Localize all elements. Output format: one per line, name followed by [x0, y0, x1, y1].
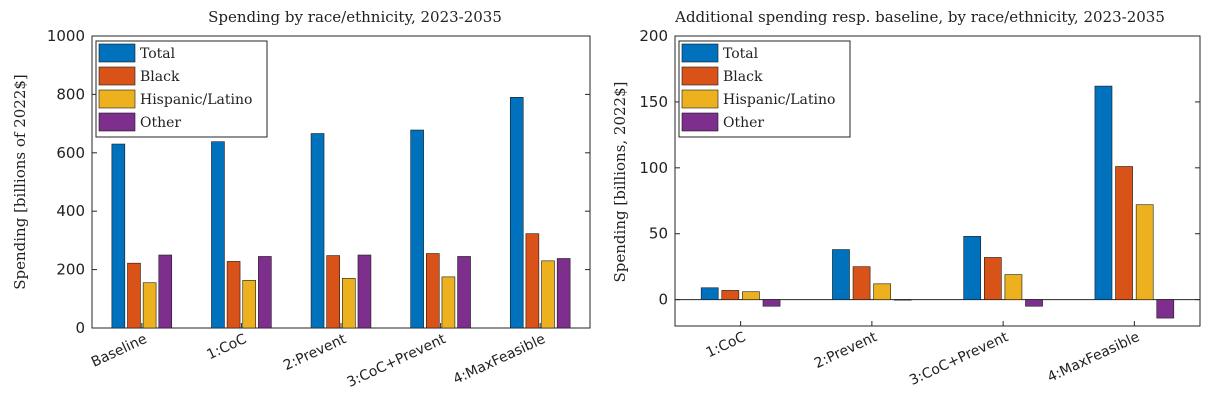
left-ytick-label: 400: [56, 202, 85, 220]
right-bar-total-1: [832, 249, 850, 300]
right-bar-other-2: [1025, 299, 1043, 307]
right-xtick-label: 2:Prevent: [812, 329, 880, 372]
left-xtick-label: 1:CoC: [204, 331, 249, 363]
left-bar-hispanic-latino-4: [541, 260, 555, 329]
right-bar-black-2: [983, 257, 1002, 300]
right-legend-swatch: [681, 66, 719, 86]
left-bar-total-3: [410, 129, 424, 329]
left-ytick-label: 600: [56, 144, 85, 162]
left-bar-total-2: [310, 133, 325, 329]
left-legend-label: Other: [140, 115, 181, 131]
left-ytick-label: 1000: [47, 27, 85, 45]
right-bar-black-0: [721, 290, 740, 300]
right-ytick-label: 200: [639, 27, 668, 45]
left-legend-swatch: [98, 112, 136, 132]
right-bar-total-3: [1094, 85, 1113, 300]
right-bar-hispanic-latino-0: [742, 291, 760, 300]
left-xtick-label: 3:CoC+Prevent: [345, 331, 449, 391]
left-bar-hispanic-latino-2: [342, 278, 356, 329]
right-legend-label: Black: [723, 69, 763, 85]
chart-right-legend: Total Black Hispanic/Latino Other: [678, 40, 851, 138]
left-xtick-label: 2:Prevent: [281, 331, 349, 374]
right-xtick-label: 3:CoC+Prevent: [907, 329, 1011, 389]
right-axes-box: [674, 35, 1201, 327]
right-legend-label: Hispanic/Latino: [723, 92, 835, 108]
left-legend-swatch: [98, 43, 136, 63]
right-bar-other-3: [1156, 299, 1175, 319]
chart-left-title: Spending by race/ethnicity, 2023-2035: [208, 8, 502, 26]
left-legend-label: Total: [140, 46, 176, 62]
right-bar-total-2: [963, 236, 982, 300]
left-xtick-label: 4:MaxFeasible: [451, 331, 548, 388]
chart-left-bars-group: [111, 97, 571, 329]
left-legend-label: Hispanic/Latino: [140, 92, 252, 108]
left-bar-black-3: [426, 253, 440, 329]
chart-left-ylabel: Spending [billions of 2022$]: [11, 74, 29, 290]
right-bar-hispanic-latino-1: [873, 283, 892, 300]
left-bar-black-4: [525, 233, 540, 329]
right-legend-swatch: [681, 43, 719, 63]
left-bar-black-0: [127, 262, 141, 329]
left-ytick-label: 0: [75, 319, 85, 337]
chart-right-ylabel: Spending [billions, 2022$]: [611, 82, 629, 283]
left-bar-other-0: [158, 254, 173, 329]
chart-right-bars-group: [700, 85, 1175, 319]
left-bar-hispanic-latino-1: [242, 280, 256, 329]
chart-left-legend: Total Black Hispanic/Latino Other: [95, 40, 268, 138]
left-bar-total-1: [211, 141, 225, 329]
left-bar-black-2: [326, 255, 340, 329]
right-legend-swatch: [681, 112, 719, 132]
left-bar-total-4: [509, 97, 524, 329]
left-bar-other-3: [457, 256, 471, 329]
right-bar-hispanic-latino-3: [1135, 204, 1154, 300]
right-xtick-label: 4:MaxFeasible: [1045, 329, 1142, 386]
right-xtick-label: 1:CoC: [704, 329, 749, 361]
left-bar-hispanic-latino-0: [142, 282, 157, 329]
right-bar-other-1: [893, 299, 912, 301]
left-bar-black-1: [226, 261, 241, 329]
right-bar-black-3: [1115, 166, 1133, 300]
right-legend-swatch: [681, 89, 719, 109]
left-ytick-label: 200: [56, 261, 85, 279]
left-bar-total-0: [111, 143, 126, 329]
left-legend-label: Black: [140, 69, 180, 85]
right-bar-other-0: [762, 299, 781, 307]
left-bar-other-2: [357, 254, 372, 329]
left-bar-other-4: [556, 258, 571, 329]
right-bar-hispanic-latino-2: [1004, 274, 1023, 300]
chart-right-title: Additional spending resp. baseline, by r…: [674, 8, 1165, 26]
left-xtick-label: Baseline: [89, 331, 150, 371]
right-ytick-label: 150: [639, 93, 668, 111]
left-ytick-label: 800: [56, 85, 85, 103]
right-bar-black-1: [852, 266, 871, 300]
left-legend-swatch: [98, 66, 136, 86]
right-bar-total-0: [700, 287, 719, 300]
left-bar-other-1: [258, 256, 272, 329]
left-legend-swatch: [98, 89, 136, 109]
right-legend-label: Other: [723, 115, 764, 131]
chart-right-axes-group: [674, 35, 1201, 327]
right-ytick-label: 100: [639, 159, 668, 177]
chart-right: Additional spending resp. baseline, by r…: [611, 8, 1201, 389]
chart-left: Spending by race/ethnicity, 2023-2035 Sp…: [11, 8, 591, 391]
right-ytick-label: 50: [649, 225, 668, 243]
left-bar-hispanic-latino-3: [441, 276, 456, 329]
right-ytick-label: 0: [658, 291, 668, 309]
right-legend-label: Total: [723, 46, 759, 62]
